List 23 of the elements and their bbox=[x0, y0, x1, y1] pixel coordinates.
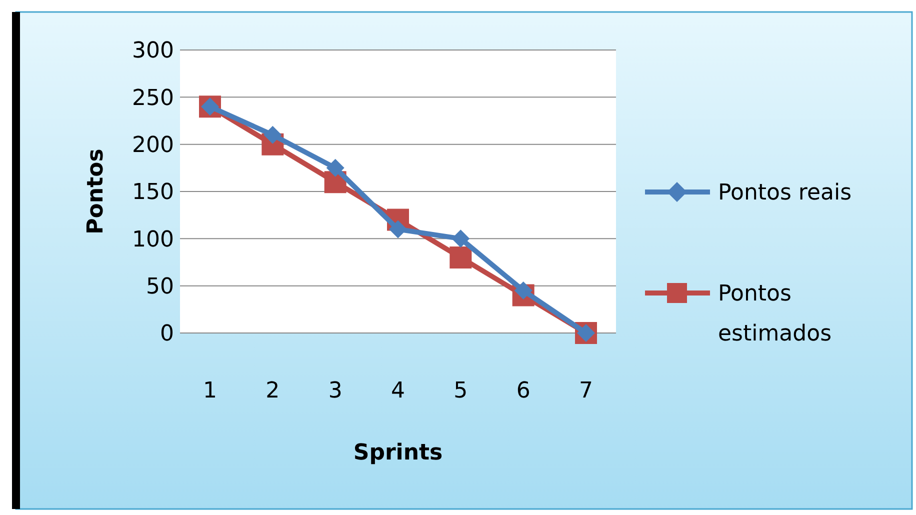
y-tick-label: 250 bbox=[132, 86, 174, 111]
point bbox=[264, 126, 282, 144]
x-tick-label: 5 bbox=[454, 378, 468, 404]
y-tick-label: 50 bbox=[146, 274, 174, 300]
x-axis-title: Sprints bbox=[353, 440, 443, 466]
x-tick-label: 4 bbox=[391, 378, 405, 404]
legend-label: Pontos estimados bbox=[718, 282, 832, 347]
x-tick-label: 7 bbox=[579, 378, 593, 404]
x-tick-label: 2 bbox=[266, 378, 280, 404]
point bbox=[450, 246, 472, 269]
x-tick-label: 3 bbox=[328, 378, 342, 404]
y-tick-label: 100 bbox=[132, 227, 174, 252]
y-tick-label: 0 bbox=[160, 322, 174, 347]
point bbox=[326, 158, 344, 177]
legend-label: Pontos reais bbox=[718, 180, 852, 206]
point bbox=[389, 220, 407, 238]
point bbox=[452, 230, 470, 248]
y-tick-label: 300 bbox=[132, 38, 174, 64]
x-tick-label: 1 bbox=[203, 378, 217, 404]
y-tick-label: 200 bbox=[132, 133, 174, 158]
x-tick-label: 6 bbox=[516, 378, 530, 404]
y-axis-title: Pontos bbox=[84, 148, 109, 234]
y-tick-label: 150 bbox=[132, 180, 174, 206]
